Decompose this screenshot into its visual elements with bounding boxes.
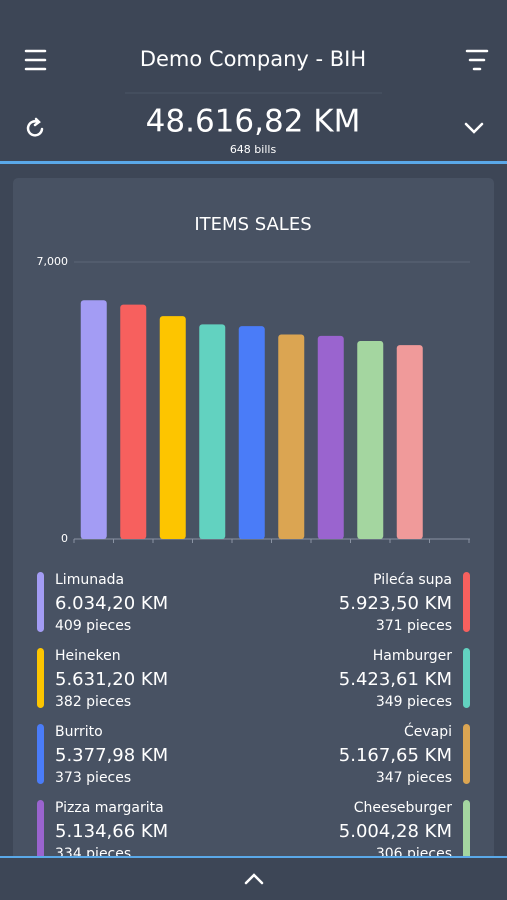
legend-swatch <box>37 724 44 784</box>
total-amount: 48.616,82 KM <box>146 104 361 140</box>
legend-value: 5.631,20 KM <box>55 669 168 690</box>
legend-swatch <box>463 724 470 784</box>
bar <box>120 304 147 539</box>
y-tick-label: 0 <box>61 532 68 545</box>
legend-swatch <box>37 572 44 632</box>
legend-name: Hamburger <box>373 648 453 664</box>
legend-name: Limunada <box>55 572 124 588</box>
company-title: Demo Company - BIH <box>140 47 366 71</box>
legend-swatch <box>463 572 470 632</box>
legend-value: 5.377,98 KM <box>55 745 168 766</box>
legend-pieces: 349 pieces <box>376 694 452 710</box>
filter-button[interactable] <box>465 49 489 71</box>
bar <box>238 326 265 539</box>
bar <box>278 334 305 539</box>
legend-swatch <box>37 648 44 708</box>
legend-name: Pizza margarita <box>55 800 164 816</box>
legend-name: Burrito <box>55 724 103 740</box>
legend-name: Cheeseburger <box>354 800 453 816</box>
legend-pieces: 373 pieces <box>55 770 131 786</box>
expand-button[interactable] <box>464 122 484 134</box>
bar <box>159 316 186 539</box>
refresh-button[interactable] <box>26 117 44 137</box>
accent-line <box>0 161 507 164</box>
bottom-accent <box>0 856 507 858</box>
legend-name: Pileća supa <box>373 572 452 588</box>
bar <box>396 345 423 539</box>
legend-pieces: 347 pieces <box>376 770 452 786</box>
legend-swatch <box>463 800 470 860</box>
legend-name: Ćevapi <box>404 722 452 740</box>
bills-count: 648 bills <box>230 143 277 156</box>
legend-value: 5.167,65 KM <box>339 745 452 766</box>
bar <box>357 340 384 539</box>
legend-value: 5.923,50 KM <box>339 593 452 614</box>
legend-value: 6.034,20 KM <box>55 593 168 614</box>
legend-swatch <box>37 800 44 860</box>
menu-button[interactable] <box>24 49 47 71</box>
legend-pieces: 382 pieces <box>55 694 131 710</box>
bar <box>199 324 226 539</box>
y-tick-label: 7,000 <box>37 255 69 268</box>
legend-swatch <box>463 648 470 708</box>
legend-value: 5.134,66 KM <box>55 821 168 842</box>
legend-pieces: 371 pieces <box>376 618 452 634</box>
legend-value: 5.004,28 KM <box>339 821 452 842</box>
chart: 0 7,000 Limunada 6.034,20 KM 409 pieces Pileć… <box>37 255 470 862</box>
legend-pieces: 409 pieces <box>55 618 131 634</box>
legend-name: Heineken <box>55 648 121 664</box>
chart-title: ITEMS SALES <box>194 214 311 235</box>
bottom-bar <box>0 857 507 900</box>
collapse-button[interactable] <box>244 873 264 885</box>
legend-value: 5.423,61 KM <box>339 669 452 690</box>
bar <box>317 335 344 539</box>
bar <box>80 300 107 539</box>
